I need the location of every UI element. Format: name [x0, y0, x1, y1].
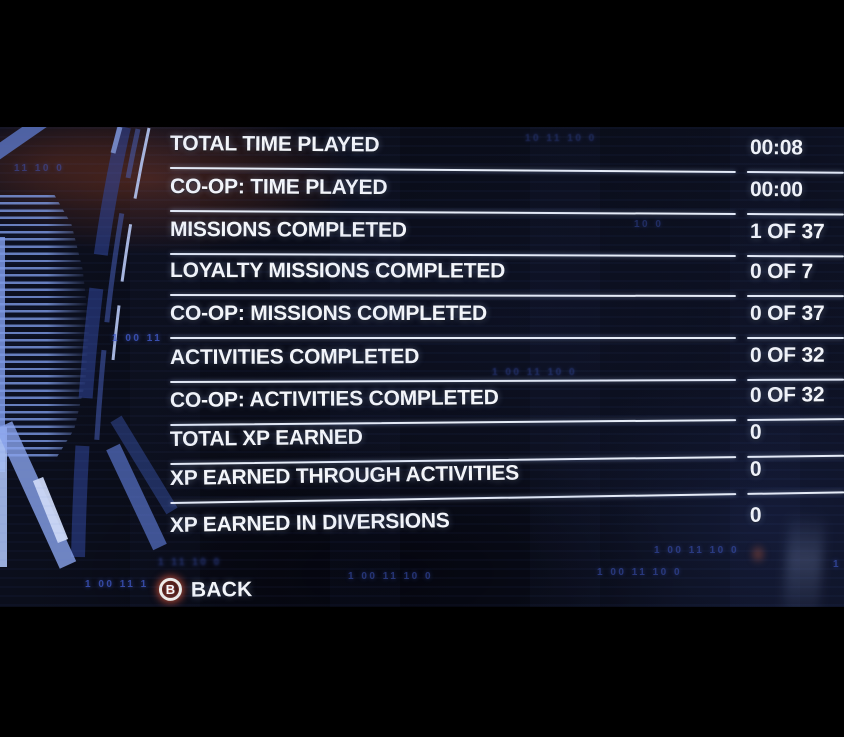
- stat-value: 00:08: [749, 136, 803, 160]
- bg-digits: 1: [833, 559, 842, 570]
- stat-row: TOTAL TIME PLAYED 00:08: [0, 127, 844, 174]
- bg-digits: 1 00 11 10 0: [654, 545, 740, 556]
- stat-label: XP EARNED THROUGH ACTIVITIES: [169, 461, 520, 490]
- bg-digits: 10 11 10 0: [525, 133, 597, 144]
- stat-row: CO-OP: TIME PLAYED 00:00: [0, 168, 844, 216]
- row-underline: [170, 337, 736, 339]
- stats-panel: 11 10 0 1 00 11 1 00 11 1 1 11 10 0 1 00…: [0, 127, 844, 607]
- stat-label: XP EARNED IN DIVERSIONS: [169, 509, 450, 537]
- stat-value: 0: [749, 503, 762, 527]
- bg-digits: 1 00 11 10 0: [492, 367, 578, 378]
- bg-digits: 1 00 11 10 0: [597, 567, 683, 578]
- stat-value: 0: [749, 457, 762, 481]
- bg-digits: 1 00 11 10 0: [348, 571, 434, 582]
- stat-value: 0 OF 37: [750, 302, 825, 325]
- stat-label: TOTAL XP EARNED: [169, 425, 363, 451]
- decor-red-glint: [753, 547, 763, 561]
- stat-row: MISSIONS COMPLETED 1 OF 37: [0, 211, 844, 258]
- stat-value: 0 OF 32: [749, 343, 825, 367]
- stat-row: ACTIVITIES COMPLETED 0 OF 32: [0, 338, 844, 384]
- row-underline: [747, 491, 844, 495]
- xbox-b-button-icon[interactable]: B: [158, 577, 183, 602]
- bg-digits: 1 00 11 1: [85, 579, 149, 590]
- stat-value: 00:00: [749, 178, 803, 202]
- stat-value: 0: [749, 420, 762, 444]
- bg-digits: 1 11 10 0: [158, 557, 222, 568]
- stat-label: TOTAL TIME PLAYED: [169, 132, 380, 157]
- bg-digits: 10 0: [634, 219, 664, 230]
- back-label: BACK: [190, 578, 253, 602]
- stat-label: CO-OP: MISSIONS COMPLETED: [170, 302, 488, 325]
- stat-label: ACTIVITIES COMPLETED: [169, 345, 420, 369]
- row-underline: [747, 337, 844, 339]
- bg-digits: 1 00 11: [112, 333, 163, 344]
- back-button[interactable]: B BACK: [0, 574, 400, 607]
- stat-row: LOYALTY MISSIONS COMPLETED 0 OF 7: [0, 253, 844, 298]
- stat-label: CO-OP: TIME PLAYED: [169, 175, 388, 200]
- stat-value: 0 OF 32: [749, 383, 825, 407]
- stat-row: CO-OP: MISSIONS COMPLETED 0 OF 37: [0, 296, 844, 339]
- stat-label: LOYALTY MISSIONS COMPLETED: [169, 259, 506, 283]
- stat-value: 1 OF 37: [749, 220, 825, 244]
- bg-digits: 11 10 0: [14, 163, 65, 174]
- stat-label: CO-OP: ACTIVITIES COMPLETED: [169, 386, 499, 412]
- stat-value: 0 OF 7: [749, 260, 814, 284]
- stat-label: MISSIONS COMPLETED: [169, 218, 407, 242]
